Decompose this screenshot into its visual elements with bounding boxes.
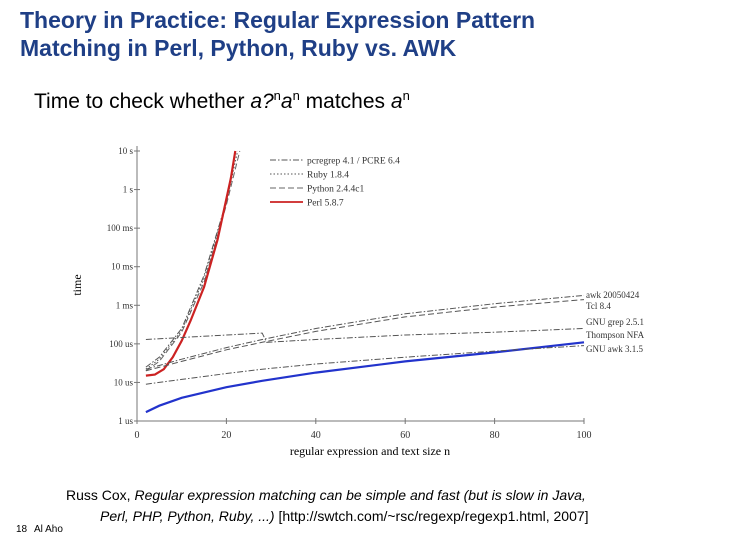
x-tick-label: 0 bbox=[135, 430, 140, 441]
series-end-label: awk 20050424 bbox=[586, 290, 640, 300]
y-tick-label: 10 us bbox=[114, 377, 134, 387]
slide-subtitle: Time to check whether a?nan matches an bbox=[34, 88, 410, 114]
x-tick-label: 20 bbox=[221, 430, 231, 441]
series-end-label: Tcl 8.4 bbox=[586, 301, 611, 311]
series-line bbox=[145, 150, 236, 368]
footer-author: Al Aho bbox=[34, 524, 63, 535]
plot-frame bbox=[136, 146, 584, 422]
series-line bbox=[145, 299, 585, 372]
legend: pcregrep 4.1 / PCRE 6.4 Ruby 1.8.4 Python … bbox=[270, 157, 400, 209]
y-tick-labels: 1 us 10 us 100 us 1 ms 10 ms 100 ms 1 s 10 s bbox=[107, 146, 140, 426]
x-tick-labels: 0 20 40 60 80 100 bbox=[135, 418, 592, 441]
subtitle-pattern-n2: n bbox=[292, 88, 300, 103]
legend-label: Perl 5.8.7 bbox=[307, 199, 344, 209]
series-line bbox=[145, 150, 239, 370]
series-end-label: GNU awk 3.1.5 bbox=[586, 344, 643, 354]
legend-label: pcregrep 4.1 / PCRE 6.4 bbox=[307, 157, 400, 167]
series-end-label: Thompson NFA bbox=[586, 330, 645, 340]
x-axis-label: regular expression and text size n bbox=[290, 444, 450, 458]
slide-title: Theory in Practice: Regular Expression P… bbox=[20, 6, 700, 62]
legend-label: Ruby 1.8.4 bbox=[307, 171, 349, 181]
series-line bbox=[145, 328, 585, 343]
citation-title-b: Perl, PHP, Python, Ruby, ...) bbox=[100, 508, 275, 524]
subtitle-mid: matches bbox=[299, 90, 391, 113]
subtitle-pattern-a2: a bbox=[280, 90, 293, 113]
x-tick-label: 60 bbox=[400, 430, 410, 441]
series-line bbox=[145, 150, 237, 377]
series-line bbox=[145, 345, 585, 385]
title-line-2: Matching in Perl, Python, Ruby vs. AWK bbox=[20, 35, 457, 61]
subtitle-pattern-a: a? bbox=[250, 90, 274, 113]
x-tick-label: 100 bbox=[577, 430, 592, 441]
citation-title-a: Regular expression matching can be simpl… bbox=[134, 487, 586, 503]
series-line bbox=[145, 341, 585, 414]
subtitle-text-a: a bbox=[390, 90, 403, 113]
title-line-1: Theory in Practice: Regular Expression P… bbox=[20, 7, 536, 33]
series-line bbox=[145, 150, 241, 372]
y-tick-label: 10 ms bbox=[111, 262, 133, 272]
x-tick-label: 40 bbox=[311, 430, 321, 441]
y-tick-label: 1 us bbox=[118, 416, 133, 426]
subtitle-pattern-n: n bbox=[273, 88, 281, 103]
subtitle-prefix: Time to check whether bbox=[34, 90, 251, 113]
x-tick-label: 80 bbox=[490, 430, 500, 441]
citation-reference: [http://swtch.com/~rsc/regexp/regexp1.ht… bbox=[274, 508, 589, 524]
y-tick-label: 100 ms bbox=[107, 223, 134, 233]
y-axis-label: time bbox=[70, 274, 84, 295]
series-line bbox=[145, 294, 585, 370]
page-number: 18 bbox=[16, 524, 28, 535]
y-tick-label: 100 us bbox=[109, 339, 133, 349]
y-tick-label: 1 s bbox=[123, 185, 134, 195]
legend-label: Python 2.4.4c1 bbox=[307, 185, 365, 195]
y-tick-label: 10 s bbox=[118, 146, 133, 156]
citation: Russ Cox, Regular expression matching ca… bbox=[66, 485, 726, 527]
y-tick-label: 1 ms bbox=[116, 300, 134, 310]
series-end-label: GNU grep 2.5.1 bbox=[586, 317, 644, 327]
subtitle-text-n: n bbox=[402, 88, 410, 103]
series-lines bbox=[145, 150, 585, 414]
citation-author: Russ Cox, bbox=[66, 487, 135, 503]
